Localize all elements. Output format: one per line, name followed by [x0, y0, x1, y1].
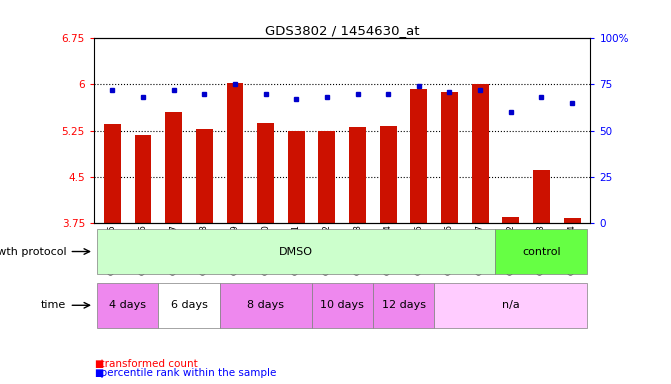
Bar [104, 124, 121, 223]
Bar [257, 123, 274, 223]
Bar [380, 126, 397, 223]
Bar [472, 84, 488, 223]
Text: 8 days: 8 days [247, 300, 284, 310]
Text: 4 days: 4 days [109, 300, 146, 310]
Bar [533, 170, 550, 223]
Text: percentile rank within the sample: percentile rank within the sample [94, 368, 276, 378]
Bar [165, 112, 182, 223]
Bar [319, 131, 336, 223]
Text: 10 days: 10 days [320, 300, 364, 310]
Bar [227, 83, 244, 223]
Bar [349, 127, 366, 223]
Title: GDS3802 / 1454630_at: GDS3802 / 1454630_at [265, 24, 419, 37]
Bar [288, 131, 305, 223]
Bar [97, 229, 495, 274]
Bar [97, 283, 158, 328]
Text: DMSO: DMSO [279, 247, 313, 257]
Bar [564, 218, 580, 223]
Text: control: control [522, 247, 561, 257]
Bar [373, 283, 434, 328]
Bar [135, 135, 152, 223]
Text: 6 days: 6 days [170, 300, 207, 310]
Text: growth protocol: growth protocol [0, 247, 66, 257]
Bar [196, 129, 213, 223]
Bar [219, 283, 311, 328]
Text: ■: ■ [94, 359, 103, 369]
Text: ■: ■ [94, 368, 103, 378]
Bar [411, 89, 427, 223]
Text: time: time [41, 300, 66, 310]
Bar [495, 229, 587, 274]
Text: n/a: n/a [502, 300, 519, 310]
Text: 12 days: 12 days [382, 300, 425, 310]
Bar [434, 283, 587, 328]
Bar [311, 283, 373, 328]
Bar [503, 217, 519, 223]
Bar [441, 92, 458, 223]
Text: transformed count: transformed count [94, 359, 198, 369]
Bar [158, 283, 219, 328]
